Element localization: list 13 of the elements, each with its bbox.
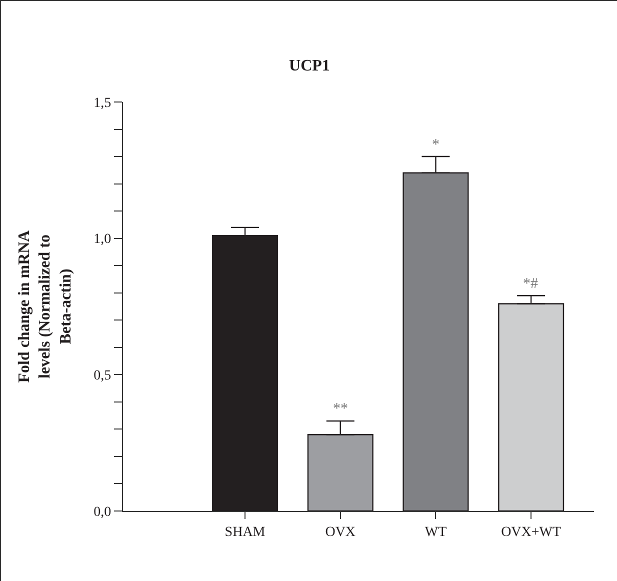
y-tick-label: 1,5	[94, 96, 112, 111]
y-axis-title: Fold change in mRNA levels (Normalized to Beta-actin)	[16, 230, 74, 383]
y-tick-label: 0,0	[94, 504, 112, 520]
x-tick-label: OVX+WT	[501, 524, 562, 540]
y-tick-label: 0,5	[94, 368, 112, 384]
x-tick-label: SHAM	[224, 524, 266, 540]
x-tick-label: WT	[424, 524, 448, 540]
annotation: *#	[523, 276, 538, 292]
chart-title: UCP1	[289, 57, 330, 74]
x-tick-label: OVX	[325, 524, 356, 540]
y-tick-label: 1,0	[94, 232, 112, 248]
annotation: *	[432, 137, 440, 153]
annotation: **	[333, 401, 348, 417]
